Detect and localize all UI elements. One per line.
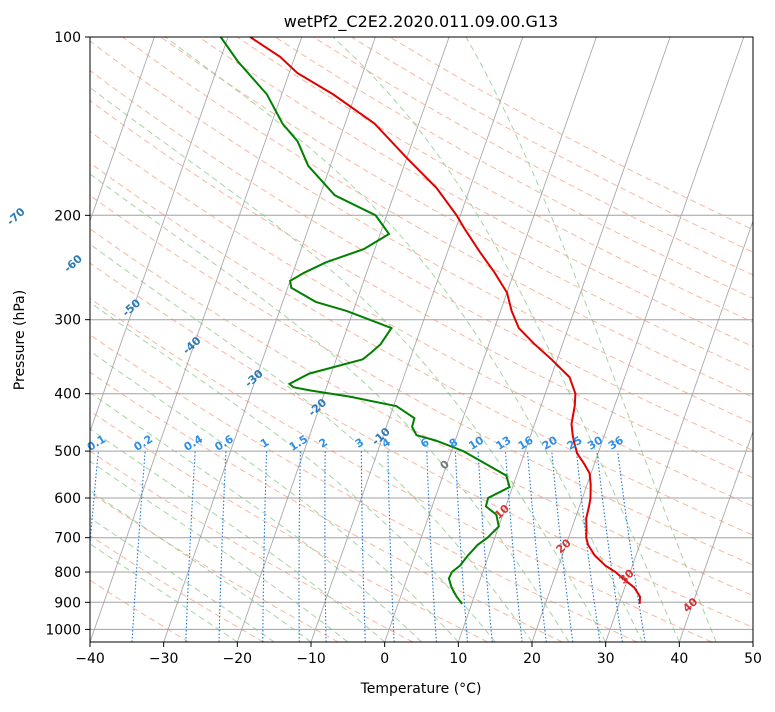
mixing-ratio-label: 10: [466, 433, 486, 452]
x-tick-label: −20: [223, 651, 253, 667]
isotherm-label: -50: [120, 296, 144, 319]
y-tick-label: 400: [54, 387, 81, 403]
x-tick-label: 20: [523, 651, 541, 667]
x-axis-label: Temperature (°C): [360, 681, 482, 697]
isotherm-label: 40: [680, 595, 700, 615]
line-labels: 0.10.20.40.611.52346810131620253036-100-…: [0, 77, 701, 615]
mixing-ratio-label: 0.1: [85, 432, 108, 453]
isotherm: [0, 37, 7, 642]
chart-title: wetPf2_C2E2.2020.011.09.00.G13: [284, 12, 558, 32]
dry-adiabat: [0, 37, 775, 642]
y-tick-label: 500: [54, 444, 81, 460]
isotherm-label: -30: [242, 367, 266, 390]
profile-lines: [221, 37, 640, 604]
dry-adiabat: [0, 37, 775, 642]
isotherm-label: -60: [61, 252, 85, 275]
moist-adiabat: [0, 37, 422, 642]
dry-adiabat: [46, 37, 775, 642]
x-tick-label: 30: [597, 651, 615, 667]
x-tick-label: −40: [75, 651, 105, 667]
mixing-ratio-line: [299, 451, 300, 642]
mixing-ratio-line: [455, 451, 467, 642]
moist-adiabat: [165, 37, 642, 642]
x-tick-label: −30: [149, 651, 179, 667]
y-tick-label: 800: [54, 565, 81, 581]
moist-adiabat: [0, 37, 311, 642]
isotherm: [679, 37, 775, 642]
x-tick-label: 10: [449, 651, 467, 667]
mixing-ratio-line: [478, 451, 492, 642]
dry-adiabat: [0, 37, 775, 642]
dry-adiabat: [161, 37, 775, 642]
dry-adiabat: [0, 37, 775, 642]
mixing-ratio-line: [361, 451, 365, 642]
dry-adiabat: [0, 37, 562, 642]
isotherm-label: -20: [306, 396, 330, 419]
mixing-ratio-label: 1: [258, 436, 271, 451]
moist-adiabat: [0, 37, 458, 642]
y-tick-label: 300: [54, 313, 81, 329]
moist-adiabat: [0, 37, 237, 642]
dry-adiabat: [390, 37, 775, 642]
y-tick-label: 100: [54, 30, 81, 46]
isotherm-label: -70: [4, 205, 28, 228]
dry-adiabat: [0, 37, 413, 642]
dry-adiabat: [123, 37, 775, 642]
isotherm-label: 30: [617, 566, 637, 586]
y-tick-label: 1000: [45, 622, 81, 638]
y-tick-label: 900: [54, 595, 81, 611]
mixing-ratio-label: 0.6: [212, 432, 236, 454]
isotherm-label: 0: [438, 457, 453, 472]
isotherm-label: 20: [554, 536, 574, 556]
mixing-ratio-label: 36: [606, 433, 626, 452]
mixing-ratio-line: [597, 451, 622, 642]
background-lines: [0, 37, 775, 642]
x-tick-label: 50: [744, 651, 762, 667]
mixing-ratio-label: 3: [353, 436, 366, 451]
mixing-ratio-label: 13: [494, 434, 514, 453]
x-tick-label: 0: [380, 651, 389, 667]
y-axis-label: Pressure (hPa): [12, 290, 28, 390]
temperature-line: [250, 37, 640, 604]
dry-adiabat: [0, 37, 338, 642]
mixing-ratio-line: [263, 451, 267, 642]
dry-adiabat: [0, 37, 712, 642]
dry-adiabat: [0, 37, 637, 642]
x-tick-label: 40: [670, 651, 688, 667]
mixing-ratio-line: [325, 451, 326, 642]
mixing-ratio-line: [528, 451, 547, 642]
moist-adiabat: [0, 37, 495, 642]
mixing-ratio-label: 25: [565, 434, 585, 453]
isotherm: [753, 37, 775, 642]
x-tick-label: −10: [296, 651, 326, 667]
y-tick-label: 200: [54, 208, 81, 224]
mixing-ratio-label: 6: [418, 435, 432, 450]
dry-adiabat: [237, 37, 775, 642]
dry-adiabat: [275, 37, 775, 642]
dry-adiabat: [0, 37, 189, 642]
mixing-ratio-label: 16: [516, 433, 536, 452]
dewpoint-line: [221, 37, 510, 604]
moist-adiabat: [0, 37, 274, 642]
y-tick-label: 700: [54, 531, 81, 547]
dry-adiabat: [0, 37, 775, 642]
y-tick-label: 600: [54, 491, 81, 507]
mixing-ratio-label: 2: [317, 436, 330, 451]
